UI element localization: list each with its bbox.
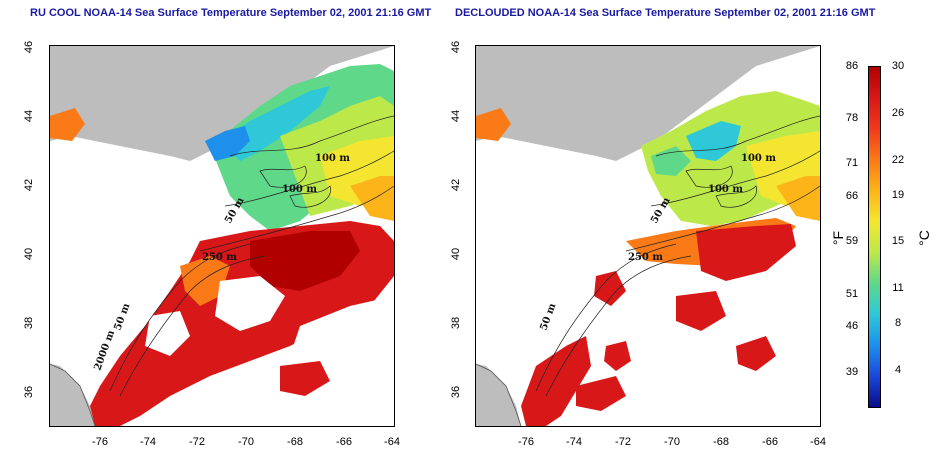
fahrenheit-tick-label: 59 bbox=[845, 235, 859, 247]
contour-label-100m-a: 100 m bbox=[315, 153, 350, 164]
sst-map-raw[interactable]: 100 m 100 m 50 m 250 m 50 m 2000 m bbox=[49, 45, 395, 427]
sst-map-declouded-svg: 100 m 100 m 50 m 250 m 50 m bbox=[476, 46, 820, 426]
y-tick-label: 44 bbox=[23, 109, 35, 123]
fahrenheit-unit-label: °F bbox=[830, 230, 846, 246]
contour-label-100m-a-2: 100 m bbox=[741, 153, 776, 164]
celsius-tick-label: 8 bbox=[894, 317, 902, 329]
right-map-title: DECLOUDED NOAA-14 Sea Surface Temperatur… bbox=[455, 7, 876, 19]
left-map-title: RU COOL NOAA-14 Sea Surface Temperature … bbox=[30, 7, 432, 19]
y-tick-label: 38 bbox=[23, 316, 35, 330]
celsius-tick-label: 4 bbox=[894, 364, 902, 376]
sst-map-raw-svg: 100 m 100 m 50 m 250 m 50 m 2000 m bbox=[50, 46, 394, 426]
sst-warm-zone-2 bbox=[521, 336, 591, 426]
x-tick-label: -72 bbox=[189, 436, 205, 448]
y-tick-label: 38 bbox=[450, 316, 462, 330]
y-tick-label: 36 bbox=[23, 385, 35, 399]
contour-label-250m: 250 m bbox=[202, 252, 237, 263]
celsius-tick-label: 11 bbox=[892, 282, 904, 294]
fahrenheit-tick-label: 78 bbox=[845, 112, 859, 124]
celsius-tick-label: 26 bbox=[891, 107, 905, 119]
celsius-unit-label: °C bbox=[916, 230, 932, 246]
fahrenheit-tick-label: 51 bbox=[845, 288, 859, 300]
fahrenheit-tick-label: 46 bbox=[845, 320, 859, 332]
celsius-tick-label: 22 bbox=[891, 154, 905, 166]
y-tick-label: 40 bbox=[450, 247, 462, 261]
fahrenheit-tick-label: 66 bbox=[845, 190, 859, 202]
y-tick-label: 36 bbox=[450, 385, 462, 399]
celsius-tick-label: 15 bbox=[891, 235, 905, 247]
x-tick-label: -68 bbox=[287, 436, 303, 448]
x-tick-label: -70 bbox=[664, 436, 680, 448]
fahrenheit-tick-label: 71 bbox=[845, 157, 859, 169]
contour-label-100m-b: 100 m bbox=[282, 184, 317, 195]
x-tick-label: -68 bbox=[713, 436, 729, 448]
y-tick-label: 42 bbox=[23, 178, 35, 192]
x-tick-label: -66 bbox=[336, 436, 352, 448]
y-tick-label: 44 bbox=[450, 109, 462, 123]
x-tick-label: -64 bbox=[810, 436, 826, 448]
y-tick-label: 46 bbox=[23, 40, 35, 54]
fahrenheit-tick-label: 86 bbox=[845, 60, 859, 72]
x-tick-label: -64 bbox=[384, 436, 400, 448]
x-tick-label: -70 bbox=[238, 436, 254, 448]
contour-label-250m-2: 250 m bbox=[628, 252, 663, 263]
depth-contours bbox=[109, 115, 394, 397]
y-tick-label: 46 bbox=[450, 40, 462, 54]
x-tick-label: -76 bbox=[92, 436, 108, 448]
celsius-tick-label: 19 bbox=[891, 189, 905, 201]
temperature-colorbar bbox=[868, 66, 881, 408]
fahrenheit-tick-label: 39 bbox=[845, 366, 859, 378]
depth-contours-2 bbox=[535, 115, 820, 397]
contour-label-100m-b-2: 100 m bbox=[708, 184, 743, 195]
x-tick-label: -74 bbox=[140, 436, 156, 448]
y-tick-label: 42 bbox=[450, 178, 462, 192]
x-tick-label: -66 bbox=[762, 436, 778, 448]
y-tick-label: 40 bbox=[23, 247, 35, 261]
x-tick-label: -74 bbox=[566, 436, 582, 448]
x-tick-label: -76 bbox=[518, 436, 534, 448]
x-tick-label: -72 bbox=[615, 436, 631, 448]
sst-map-declouded[interactable]: 100 m 100 m 50 m 250 m 50 m bbox=[475, 45, 821, 427]
celsius-tick-label: 30 bbox=[891, 60, 905, 72]
